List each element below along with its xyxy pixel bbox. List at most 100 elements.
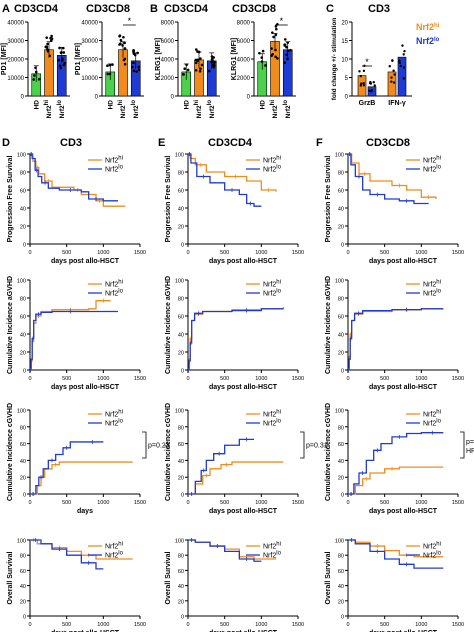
legend-entry-superscript: lo [118,289,123,295]
km-curve-lo [188,153,262,207]
y-tick-label: 20 [20,351,26,357]
data-point [207,69,211,73]
bar [397,56,407,97]
data-point [274,27,278,31]
y-tick-label: 0 [181,243,184,249]
data-point [274,55,277,59]
panel-D-title: CD3 [60,137,82,149]
data-point [50,34,53,38]
x-tick-label: 1500 [292,622,304,628]
data-point [123,62,127,66]
data-point [132,48,135,52]
legend-entry-superscript: hi [436,542,441,548]
y-tick-label: 100 [335,279,344,285]
legend-entry-superscript: hi [276,156,281,162]
km-curve-lo [348,153,429,205]
y-tick-label: 60 [338,569,344,575]
data-point [359,74,362,78]
data-point [111,63,114,66]
legend-entry: Nrf2lo [423,289,442,298]
x-tick-label: 1000 [97,376,109,382]
km-curve-lo [348,539,444,569]
data-point [58,46,61,50]
x-tick-label: 500 [220,376,229,382]
x-category-label: Nrf2lo [283,100,292,119]
bar [357,75,367,97]
data-point [108,63,112,67]
x-tick-label: 1000 [415,622,427,628]
x-tick-label: 1500 [292,376,304,382]
x-tick-label: 0 [346,500,349,506]
x-tick-label: 500 [62,250,71,256]
data-point [33,74,36,77]
significance-star: * [365,57,369,67]
x-tick-label: 0 [28,500,31,506]
x-category-label: Nrf2hi [194,100,203,119]
data-point [194,58,198,62]
data-point [183,67,187,71]
y-tick-label: 0 [341,615,344,621]
y-tick-label: 0 [23,615,26,621]
legend-entry: Nrf2hi [263,542,281,551]
panel-letter-C: C [326,3,334,15]
data-point [392,81,396,84]
y-tick-label: 2000 [237,76,251,82]
data-point [370,89,374,92]
legend-entry-superscript: lo [436,551,441,557]
y-tick-label: 0 [23,369,26,375]
x-tick-label: 0 [346,250,349,256]
x-tick-label: 0 [186,500,189,506]
legend-entry: Nrf2lo [263,419,282,428]
km-curve-lo [30,310,118,371]
y-tick-label: 60 [338,189,344,195]
legend-entry-superscript: lo [276,289,281,295]
y-tick-label: 80 [20,171,26,177]
data-point [119,42,122,46]
y-tick-label: 20 [341,21,348,27]
y-tick-label: 100 [335,153,344,159]
legend-entry-superscript: hi [118,280,123,286]
y-tick-label: 8000 [161,21,175,27]
y-tick-label: 20 [338,599,344,605]
legend-entry-superscript: lo [276,165,281,171]
data-point [260,60,264,63]
y-tick-label: 80 [178,425,184,431]
y-tick-label: 80 [20,297,26,303]
x-tick-label: 1500 [452,500,464,506]
x-axis-label: days post allo-HSCT [209,630,278,632]
legend-entry-superscript: lo [118,165,123,171]
x-category-label: Nrf2lo [207,100,216,119]
data-point [122,35,125,39]
x-tick-label: 1500 [452,622,464,628]
x-category-label: HD [33,100,40,110]
x-tick-label: 0 [186,376,189,382]
x-tick-label: 500 [220,500,229,506]
y-axis-label: fold change +/- stimulation [331,18,338,101]
x-tick-label: 1500 [452,376,464,382]
data-point [283,38,287,41]
data-point [50,39,53,42]
y-tick-label: 0 [341,243,344,249]
y-tick-label: 60 [20,442,26,448]
y-tick-label: 100 [175,279,184,285]
y-tick-label: 80 [178,171,184,177]
y-tick-label: 100 [17,409,26,415]
x-category-label: Nrf2lo [57,100,66,119]
x-tick-label: 1500 [292,250,304,256]
y-tick-label: 100 [17,539,26,545]
legend-entry: Nrf2lo [263,289,282,298]
legend-entry-superscript: hi [436,156,441,162]
data-point [62,51,66,54]
x-tick-label: 1500 [134,500,146,506]
y-axis-label: Cumulative Incidence cGVHD [165,403,172,501]
legend-entry-superscript: lo [276,551,281,557]
x-tick-label: 0 [346,622,349,628]
data-point [368,81,372,85]
data-point [34,70,38,74]
x-tick-label: 0 [28,622,31,628]
